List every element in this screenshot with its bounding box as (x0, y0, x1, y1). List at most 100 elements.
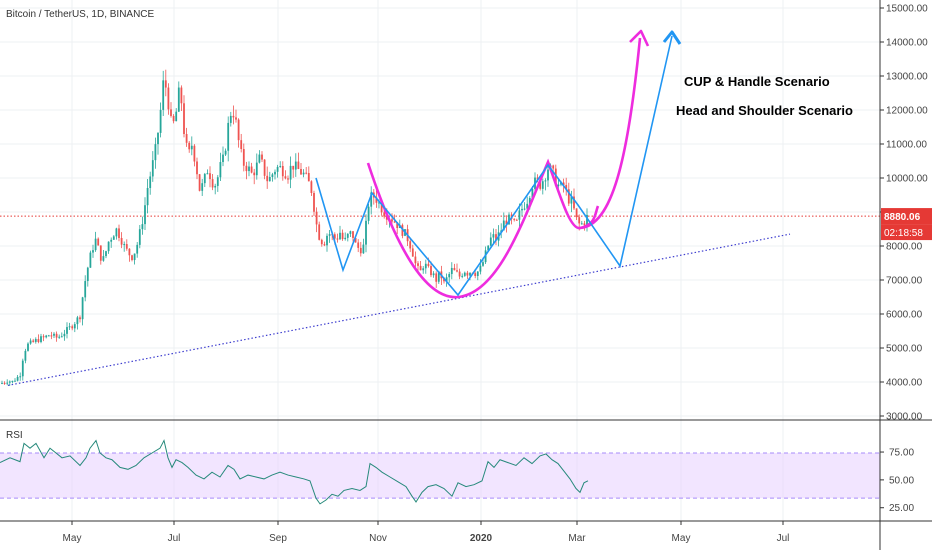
candle-body (333, 234, 336, 239)
candle-body (492, 234, 495, 238)
candle-body (55, 333, 58, 338)
candle-body (463, 272, 466, 276)
candle-body (162, 80, 165, 110)
candle (310, 180, 313, 196)
candle-body (154, 144, 157, 161)
y-tick-label: 13000.00 (886, 72, 928, 83)
candle (456, 263, 458, 273)
candle (32, 338, 35, 343)
candle (107, 241, 110, 254)
candle (55, 331, 58, 342)
candle (513, 218, 516, 222)
candle (248, 161, 250, 177)
candle (138, 224, 141, 249)
candle (50, 331, 53, 340)
candle (448, 272, 451, 283)
candle-body (118, 228, 120, 238)
candle (45, 334, 48, 339)
candle-body (1, 382, 3, 384)
candle (37, 334, 40, 344)
candle-body (222, 154, 224, 163)
candle-body (125, 244, 128, 249)
candle-body (196, 161, 198, 175)
candle-body (76, 317, 79, 325)
candle (53, 332, 55, 338)
candle-body (224, 150, 227, 155)
candle (414, 251, 417, 269)
candle-body (110, 239, 113, 242)
candle-body (513, 218, 516, 220)
candle (240, 133, 243, 153)
x-tick-label: Nov (369, 533, 387, 544)
candle-body (219, 162, 222, 178)
candle-body (448, 274, 451, 278)
candle (341, 229, 344, 241)
y-tick-label: 5000.00 (886, 344, 923, 355)
x-tick-label: Mar (568, 533, 586, 544)
candle (349, 230, 352, 238)
candle-body (419, 265, 422, 271)
candle (419, 261, 422, 271)
candle (99, 245, 102, 265)
candle-body (326, 235, 328, 246)
candle-body (365, 220, 367, 245)
rsi-tick-label: 25.00 (889, 503, 914, 514)
candle (24, 348, 27, 364)
candle-body (250, 166, 253, 173)
candle-body (385, 216, 388, 220)
candle (6, 379, 9, 386)
candle (315, 207, 318, 233)
candle (216, 175, 219, 192)
candle (68, 322, 71, 331)
trendline (7, 233, 791, 386)
candle-body (107, 241, 110, 252)
candle-body (505, 220, 508, 225)
candle-body (255, 162, 258, 176)
candle-body (521, 208, 523, 211)
candle (71, 324, 74, 331)
candle-body (105, 251, 107, 257)
candle-body (3, 382, 6, 384)
candle (133, 253, 136, 265)
candle-body (81, 297, 84, 320)
candle (437, 271, 440, 284)
candle-body (16, 376, 19, 381)
candle-body (29, 340, 32, 344)
candle (237, 118, 240, 148)
x-tick-label: Jul (777, 533, 790, 544)
candle-body (294, 161, 297, 170)
candle-body (198, 174, 201, 191)
rsi-band (0, 453, 880, 499)
candle (328, 230, 331, 243)
candle (450, 262, 453, 280)
candle-body (185, 134, 188, 143)
candle-body (24, 350, 27, 361)
candle (318, 221, 321, 241)
candle-body (479, 265, 482, 272)
candle (359, 241, 362, 257)
candle-body (47, 335, 50, 337)
candle-body (68, 326, 71, 328)
candle-body (34, 339, 37, 342)
candle (112, 235, 115, 240)
candle (60, 332, 63, 338)
candle (180, 85, 183, 111)
candle (40, 333, 42, 344)
candle-body (315, 211, 318, 225)
candle-body (102, 256, 105, 261)
candle-body (346, 233, 349, 238)
candle-body (276, 166, 279, 172)
candle-body (253, 172, 256, 176)
candle-body (60, 336, 63, 338)
candle-body (344, 237, 347, 240)
candle (29, 338, 32, 345)
candle-body (370, 192, 373, 207)
candle-body (258, 154, 261, 163)
candle-body (349, 231, 352, 234)
candle-body (378, 202, 380, 204)
patterns-layer (315, 29, 682, 299)
candle-body (242, 149, 245, 166)
candles-layer (1, 69, 588, 386)
candle-body (84, 281, 87, 298)
